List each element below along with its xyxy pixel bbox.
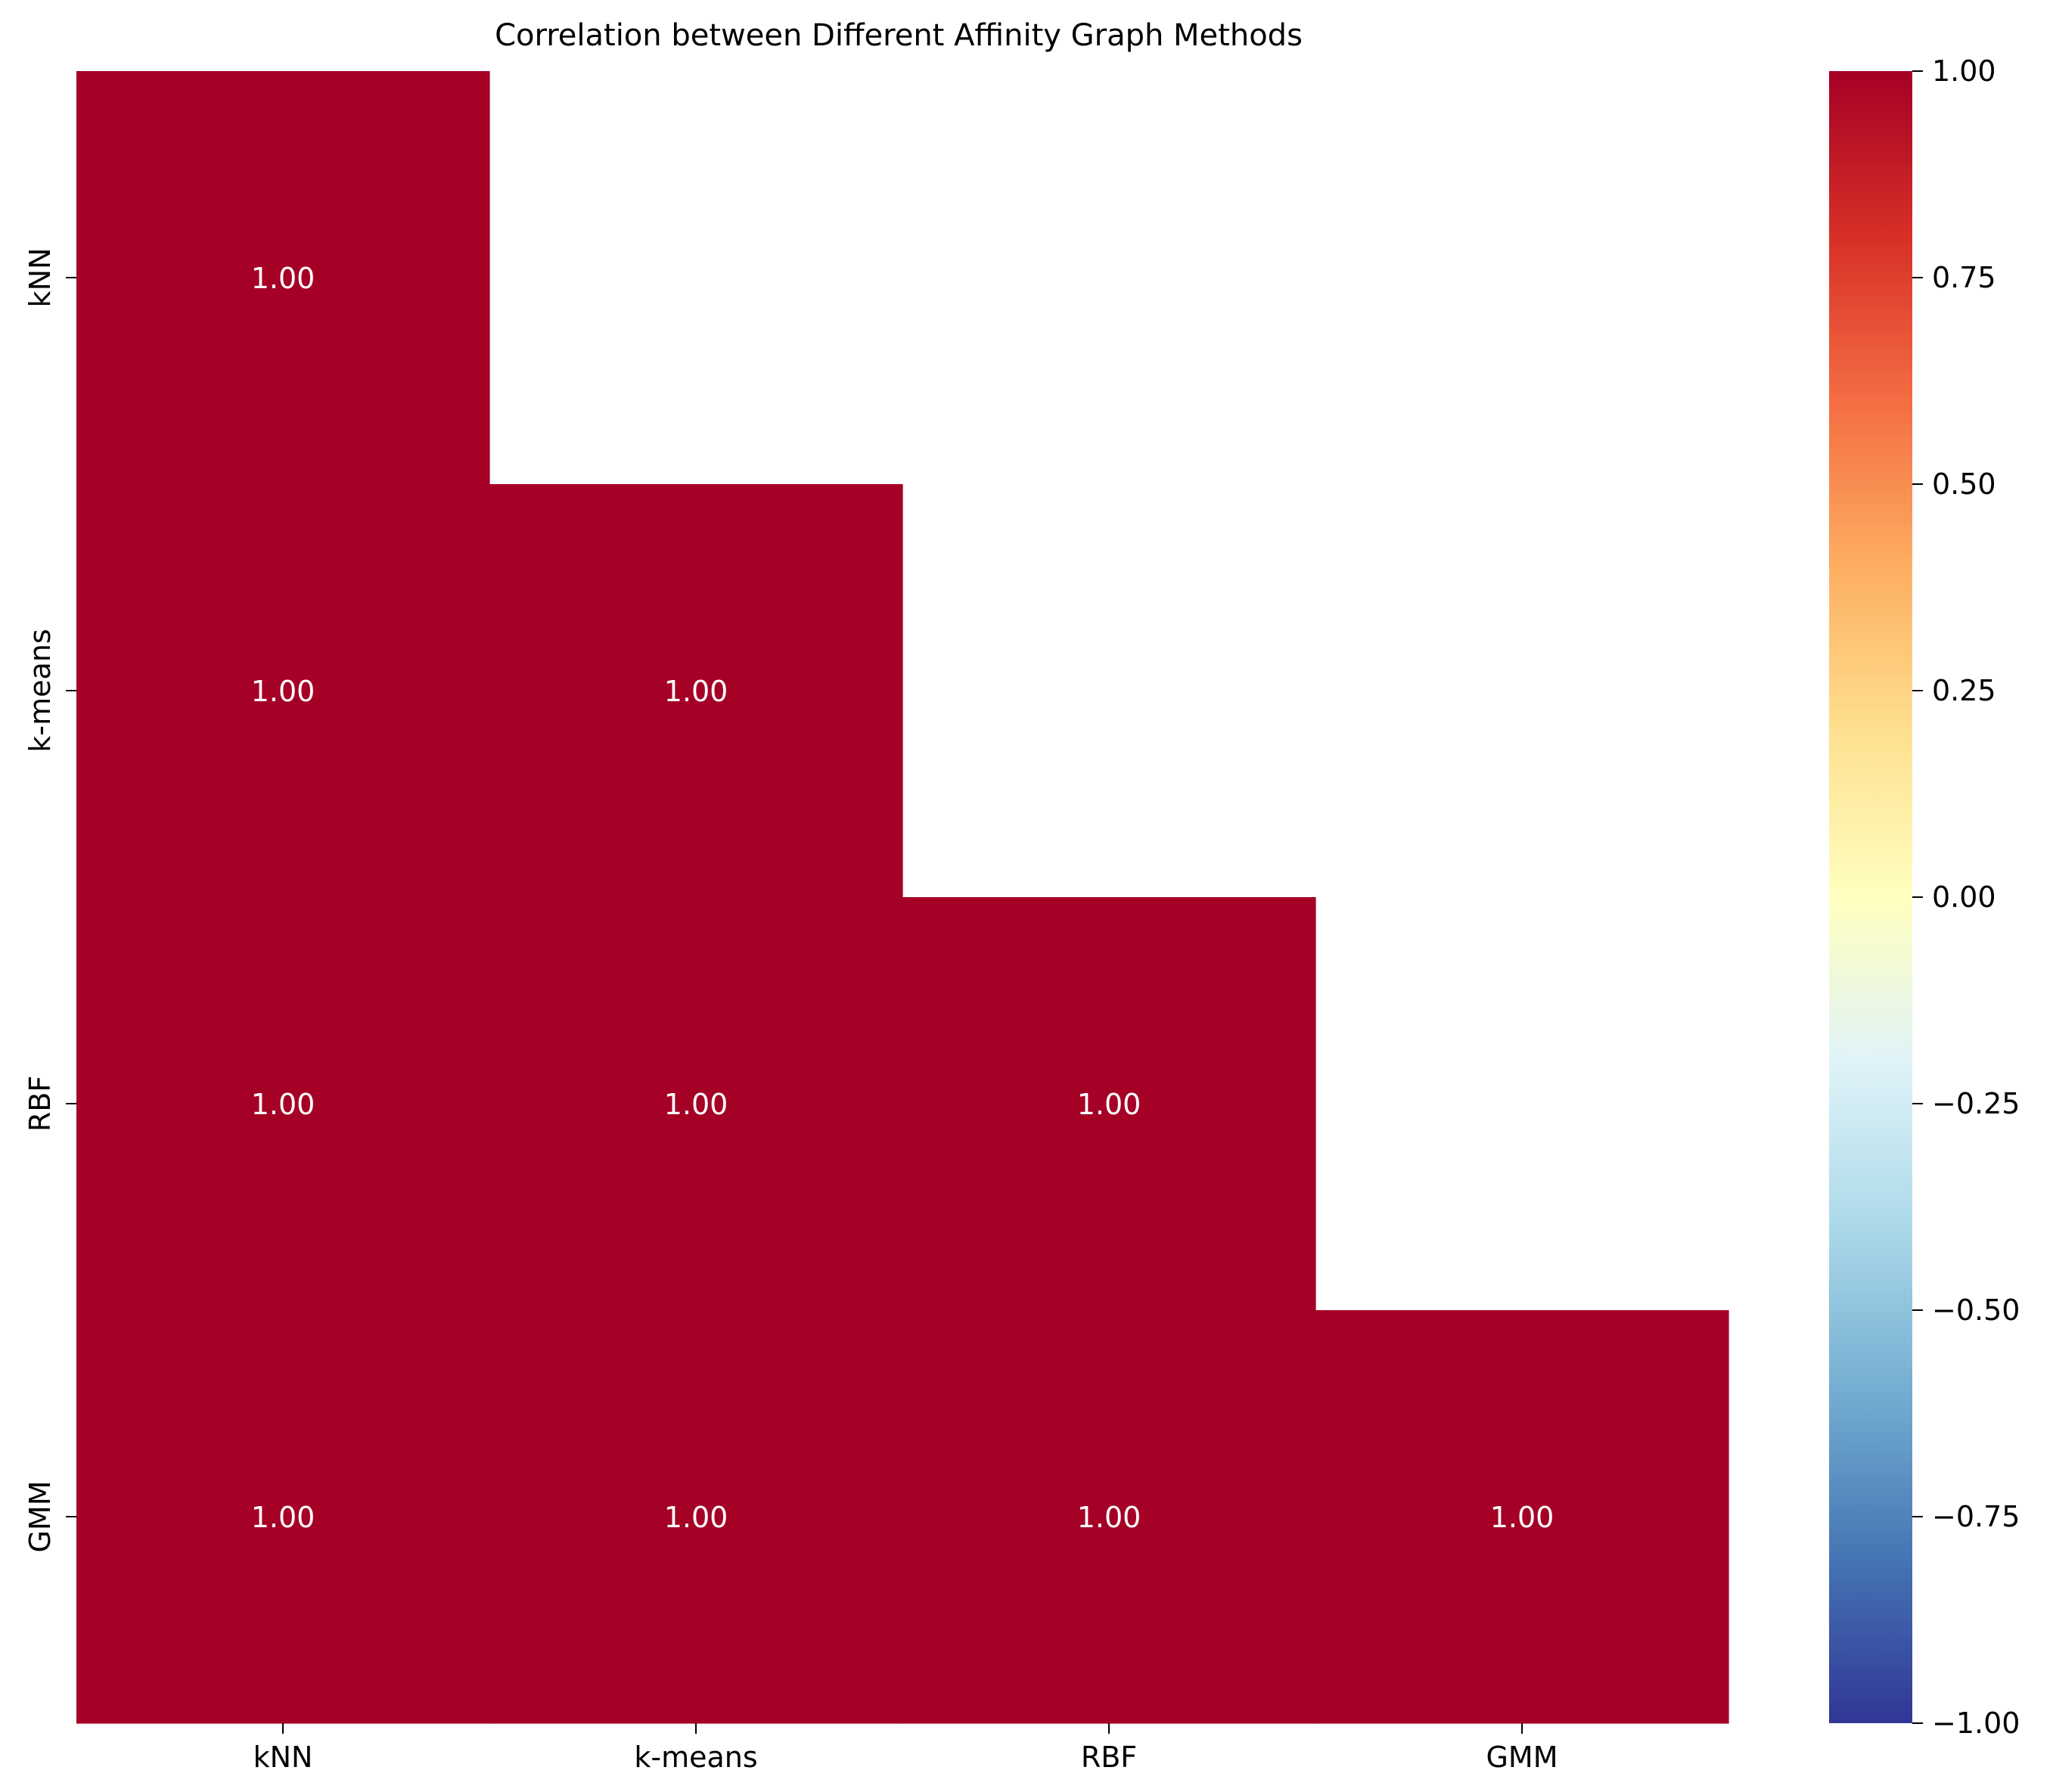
x-axis: kNN k-means RBF GMM	[253, 1723, 1558, 1774]
heatmap-cell-gmm-knn	[76, 1310, 490, 1724]
x-tick-label-gmm: GMM	[1486, 1741, 1558, 1774]
colorbar-tick-label: 0.25	[1932, 674, 1996, 707]
x-tick-label-knn: kNN	[253, 1741, 313, 1774]
heatmap-cell-gmm-k-means	[489, 1310, 903, 1724]
colorbar-tick-label: −0.50	[1932, 1294, 2020, 1327]
heatmap-cell-k-means-knn	[76, 484, 490, 898]
y-tick-label-rbf: RBF	[23, 1076, 57, 1132]
colorbar	[1829, 71, 1912, 1723]
cell-annotation-k-means-k-means: 1.00	[664, 675, 728, 708]
heatmap-cell-k-means-k-means	[489, 484, 903, 898]
x-tick-label-rbf: RBF	[1081, 1741, 1137, 1774]
heatmap-cell-rbf-rbf	[902, 897, 1316, 1311]
colorbar-tick-label: −0.25	[1932, 1087, 2020, 1120]
cell-annotation-knn-knn: 1.00	[251, 262, 315, 295]
heatmap-cell-rbf-k-means	[489, 897, 903, 1311]
cell-annotation-k-means-knn: 1.00	[251, 675, 315, 708]
y-axis: kNN k-means RBF GMM	[23, 248, 76, 1553]
heatmap-annotations: 1.00 1.00 1.00 1.00 1.00 1.00 1.00 1.00 1.00 1.00	[251, 262, 1555, 1534]
colorbar-tick-label: 0.00	[1932, 880, 1996, 914]
y-tick-label-gmm: GMM	[23, 1480, 57, 1552]
heatmap-cell-gmm-gmm	[1315, 1310, 1729, 1724]
colorbar-ticks: 1.00 0.75 0.50 0.25 0.00 −0.25 −0.50 −0.75 −1.00	[1912, 54, 2020, 1740]
cell-annotation-rbf-knn: 1.00	[251, 1088, 315, 1121]
chart-title: Correlation between Different Affinity G…	[495, 18, 1303, 53]
y-tick-label-knn: kNN	[23, 248, 57, 308]
colorbar-tick-label: 0.50	[1932, 467, 1996, 501]
heatmap-cell-rbf-knn	[76, 897, 490, 1311]
colorbar-tick-label: 1.00	[1932, 54, 1996, 88]
cell-annotation-gmm-gmm: 1.00	[1490, 1501, 1555, 1534]
heatmap-cell-knn-knn	[76, 71, 490, 485]
heatmap-cells	[76, 71, 1729, 1724]
cell-annotation-gmm-k-means: 1.00	[664, 1501, 728, 1534]
colorbar-tick-label: 0.75	[1932, 261, 1996, 294]
x-tick-label-k-means: k-means	[634, 1741, 757, 1774]
cell-annotation-gmm-knn: 1.00	[251, 1501, 315, 1534]
cell-annotation-rbf-k-means: 1.00	[664, 1088, 728, 1121]
cell-annotation-rbf-rbf: 1.00	[1077, 1088, 1141, 1121]
y-tick-label-k-means: k-means	[23, 629, 57, 752]
heatmap-cell-gmm-rbf	[902, 1310, 1316, 1724]
cell-annotation-gmm-rbf: 1.00	[1077, 1501, 1141, 1534]
colorbar-tick-label: −0.75	[1932, 1500, 2020, 1533]
colorbar-tick-label: −1.00	[1932, 1707, 2020, 1740]
